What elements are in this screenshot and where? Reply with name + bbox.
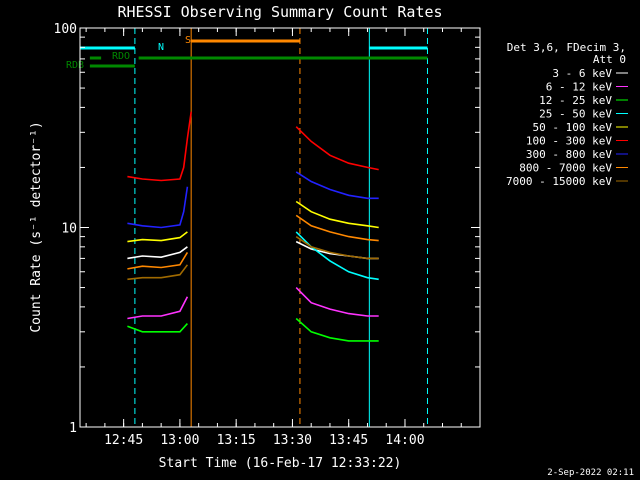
series-line-800-7000-kev [295,214,379,242]
legend-label-12-25-kev: 12 - 25 keV [539,94,612,107]
series-line-100-300-kev [295,126,379,171]
y-tick-label: 100 [54,22,77,37]
legend-title-line-1: Det 3,6, FDecim 3, [507,41,626,54]
y-axis-label: Count Rate (s⁻¹ detector⁻¹) [29,121,44,332]
legend-label-7000-15000-kev: 7000 - 15000 keV [506,175,612,188]
legend-label-3-6-kev: 3 - 6 keV [552,67,612,80]
legend-label-25-50-kev: 25 - 50 keV [539,108,612,121]
x-tick-label: 13:45 [329,433,368,448]
plot-area: N S RDO RDB [66,28,428,427]
y-tick-label: 10 [61,222,77,237]
x-axis-label: Start Time (16-Feb-17 12:33:22) [159,456,402,471]
flag-label-s: S [185,35,191,46]
series-line-100-300-kev [127,111,192,182]
series-line-300-800-kev [127,186,189,229]
series-line-800-7000-kev [127,251,189,270]
series-line-7000-15000-kev [127,264,189,281]
series-line-6-12-kev [127,296,189,320]
legend-label-6-12-kev: 6 - 12 keV [546,81,613,94]
x-tick-label: 13:00 [160,433,199,448]
legend-title-line-2: Att 0 [593,53,626,66]
series-line-7000-15000-kev [295,235,379,260]
series-line-300-800-kev [295,171,379,200]
series-line-12-25-kev [127,323,188,333]
flag-label-rdo: RDO [112,51,130,62]
series-line-3-6-kev [127,246,188,260]
legend-label-50-100-kev: 50 - 100 keV [533,121,613,134]
series-line-50-100-kev [295,200,379,229]
x-tick-label: 14:00 [385,433,424,448]
chart-title: RHESSI Observing Summary Count Rates [117,3,442,21]
footer-date: 2-Sep-2022 02:11 [547,468,634,478]
flag-label-rdb: RDB [66,60,84,71]
series-line-12-25-kev [295,317,379,342]
series-line-50-100-kev [127,231,188,243]
axes: 12:45 13:00 13:15 13:30 13:45 14:00 1 10 100 [54,22,481,448]
flag-label-n: N [158,42,164,53]
x-tick-label: 13:30 [273,433,312,448]
y-tick-label: 1 [69,421,77,436]
plot-frame [79,27,481,428]
x-tick-label: 12:45 [104,433,143,448]
legend-label-100-300-kev: 100 - 300 keV [526,135,612,148]
x-tick-label: 13:15 [217,433,256,448]
legend-label-800-7000-kev: 800 - 7000 keV [519,162,612,175]
series-line-6-12-kev [295,287,379,317]
legend-label-300-800-kev: 300 - 800 keV [526,148,612,161]
